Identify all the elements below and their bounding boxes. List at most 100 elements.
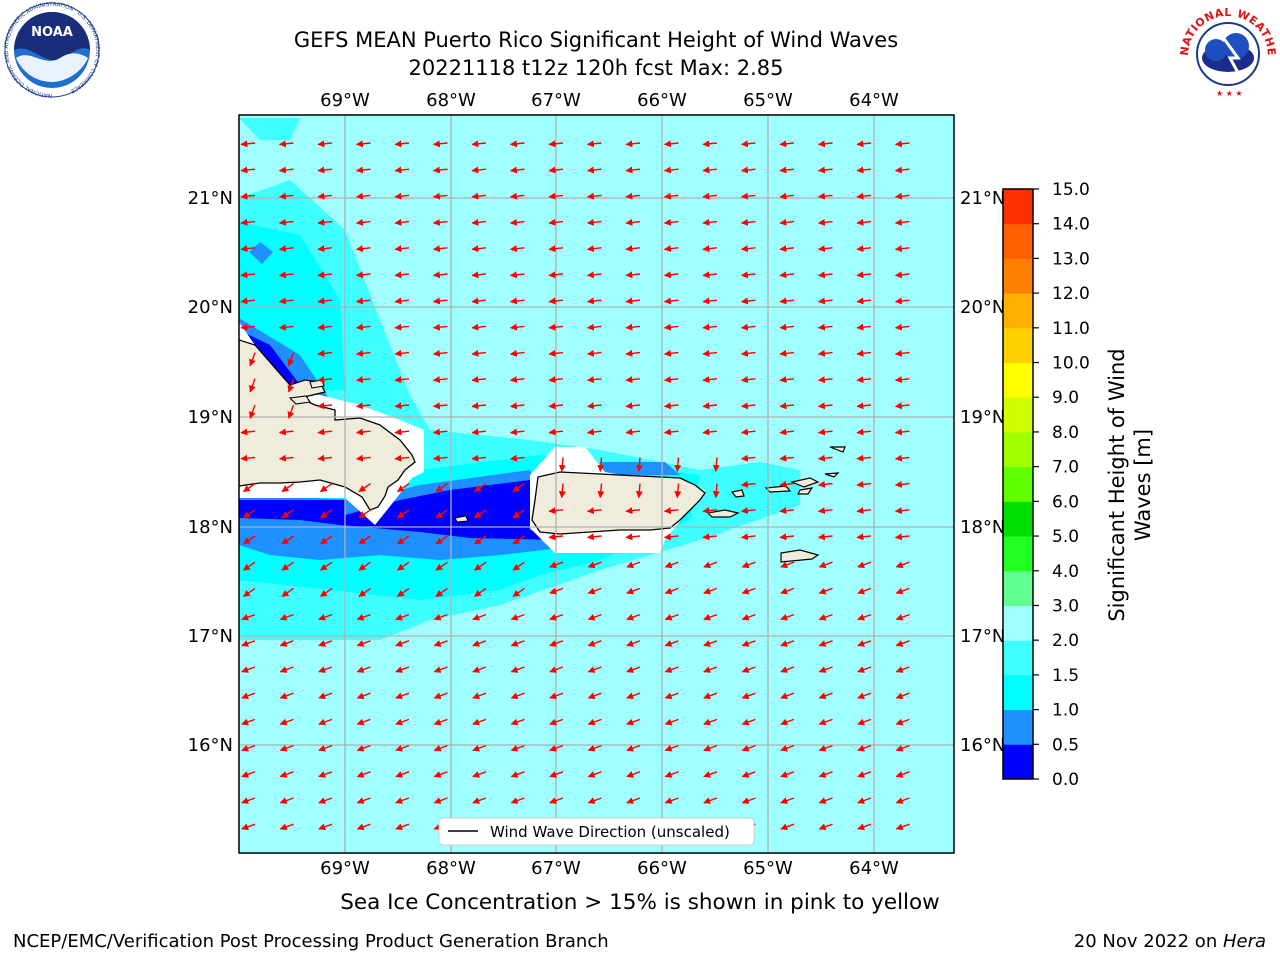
lon-tick-top-0: 69°W <box>320 90 370 111</box>
wave-arrow <box>779 402 795 410</box>
wave-arrow <box>358 587 371 598</box>
wave-arrow <box>395 744 410 752</box>
wave-arrow <box>471 402 487 410</box>
wave-arrow <box>663 507 679 515</box>
wave-arrow <box>240 428 256 436</box>
wave-arrow <box>319 561 333 571</box>
colorbar-tick-7: 5.0 <box>1052 527 1079 547</box>
wave-arrow <box>548 245 564 253</box>
wave-arrow <box>355 349 371 357</box>
colorbar-segment-2 <box>1003 674 1033 711</box>
wave-arrow <box>894 245 910 253</box>
wave-arrow <box>741 744 756 752</box>
wave-arrow <box>586 192 602 200</box>
land-mona <box>454 515 469 523</box>
wave-arrow <box>597 483 605 499</box>
wave-arrow <box>817 402 833 410</box>
wave-arrow <box>779 245 795 253</box>
wave-arrow <box>358 535 371 545</box>
colorbar-segment-9 <box>1003 431 1033 468</box>
wave-arrow <box>586 533 602 541</box>
wave-arrow <box>740 218 756 226</box>
wave-arrow <box>471 166 487 174</box>
wave-arrow <box>549 771 564 778</box>
wave-arrow <box>510 692 525 700</box>
wave-arrow <box>663 402 679 410</box>
wave-arrow <box>548 402 564 410</box>
wave-arrow <box>741 771 756 778</box>
lat-tick-right-3: 19°N <box>960 407 1005 428</box>
wave-arrow <box>740 533 756 541</box>
wave-arrow <box>587 640 602 647</box>
wave-arrow <box>817 480 833 488</box>
wave-arrow <box>358 561 371 571</box>
wave-arrow <box>664 744 679 752</box>
map-legend: Wind Wave Direction (unscaled) <box>438 817 755 846</box>
wave-arrow <box>587 771 602 778</box>
wave-arrow <box>635 457 643 473</box>
wave-arrow <box>626 797 641 804</box>
wave-arrow <box>548 297 564 305</box>
wave-arrow <box>558 483 566 499</box>
wave-arrow <box>894 428 910 436</box>
wave-arrow <box>894 140 910 148</box>
colorbar-tick-13: 11.0 <box>1052 319 1090 339</box>
wave-arrow <box>664 666 679 673</box>
wave-arrow <box>472 797 487 804</box>
colorbar-label-line1: Significant Height of Wind <box>1105 348 1129 621</box>
wave-arrow <box>586 402 602 410</box>
colorbar-tick-2: 1.0 <box>1052 701 1079 721</box>
wave-arrow <box>471 245 487 253</box>
wave-arrow <box>817 140 833 148</box>
wave-arrow <box>435 483 448 493</box>
colorbar-segment-13 <box>1003 293 1033 329</box>
wave-arrow <box>509 297 525 305</box>
wave-arrow <box>241 666 256 673</box>
wave-arrow <box>394 192 410 200</box>
wave-arrow <box>472 640 487 647</box>
wave-arrow <box>394 297 410 305</box>
wave-arrow <box>895 613 910 621</box>
wave-arrow <box>356 771 371 778</box>
wave-arrow <box>241 797 256 804</box>
wave-arrow <box>587 561 602 569</box>
wave-arrow <box>856 376 872 384</box>
wave-arrow <box>818 718 833 726</box>
wave-arrow <box>740 428 756 436</box>
wave-arrow <box>548 349 564 357</box>
wave-arrow <box>317 402 333 410</box>
wave-arrow <box>549 744 564 752</box>
colorbar-tick-17: 15.0 <box>1052 180 1090 200</box>
legend-label: Wind Wave Direction (unscaled) <box>490 823 730 841</box>
chart-subtitle: 20221118 t12z 120h fcst Max: 2.85 <box>408 56 784 80</box>
wave-arrow <box>281 535 294 545</box>
wave-arrow <box>817 297 833 305</box>
wave-arrow <box>433 744 448 752</box>
wave-arrow <box>278 297 294 305</box>
wave-arrow <box>249 352 256 367</box>
wave-arrow <box>242 483 256 493</box>
wave-arrow <box>509 454 525 462</box>
wave-arrow <box>249 378 256 393</box>
wave-arrow <box>355 297 371 305</box>
wave-arrow <box>857 666 872 673</box>
noaa-logo: NATIONAL OCEANIC AND ATMOSPHERIC ADMINIS… <box>4 2 100 98</box>
wave-arrow <box>664 640 679 647</box>
wave-arrow <box>741 666 756 673</box>
wave-arrow <box>279 666 294 673</box>
wave-arrow <box>703 640 718 647</box>
wave-arrow <box>240 140 256 148</box>
wave-arrow <box>435 535 448 545</box>
wave-arrow <box>779 166 795 174</box>
wave-arrow <box>857 561 872 569</box>
wave-arrow <box>548 192 564 200</box>
colorbar-tick-0: 0.0 <box>1052 770 1079 790</box>
wave-arrow <box>674 483 682 499</box>
lon-tick-bottom-0: 69°W <box>320 858 370 879</box>
colorbar-tick-12: 10.0 <box>1052 354 1090 374</box>
wave-arrow <box>702 507 718 515</box>
wave-arrow <box>703 718 718 726</box>
wave-arrow <box>818 640 833 647</box>
lat-tick-right-2: 18°N <box>960 517 1005 538</box>
wave-arrow <box>856 323 872 331</box>
